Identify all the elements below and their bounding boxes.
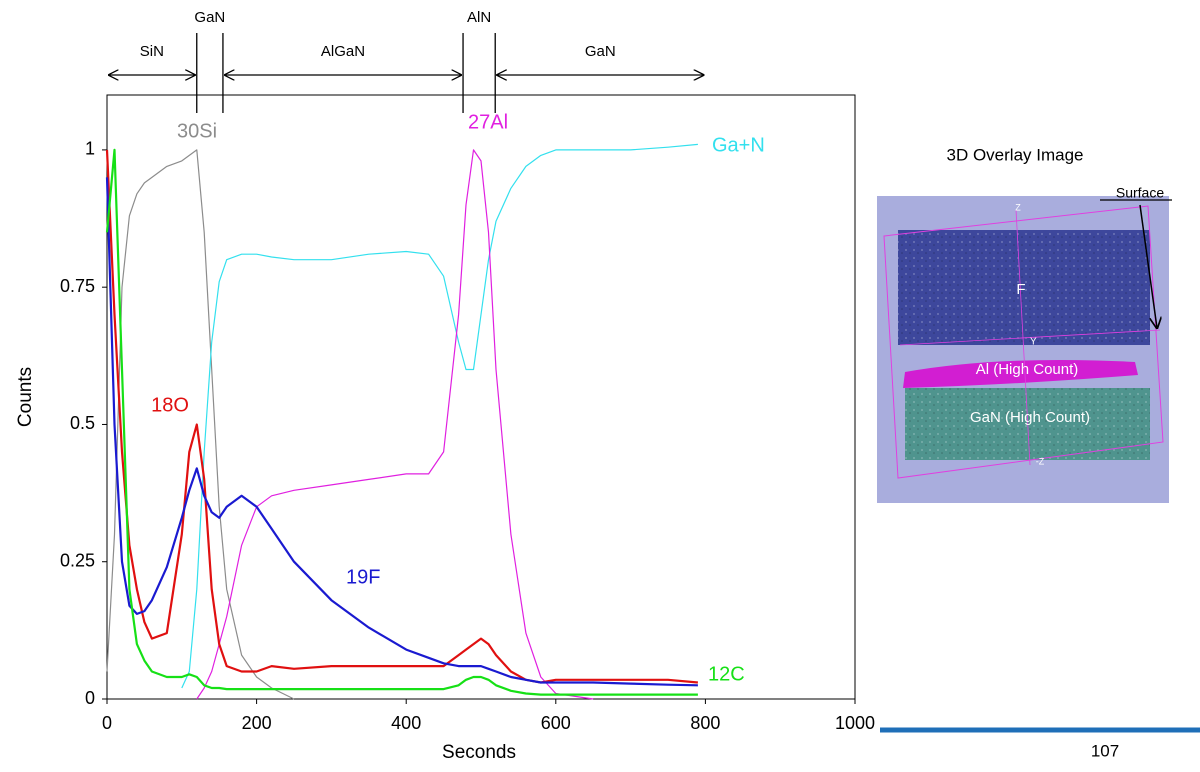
y-tick-label: 0: [85, 688, 95, 708]
series-label: 18O: [151, 394, 189, 416]
f-texture: [898, 230, 1150, 345]
y-axis-label: Counts: [15, 367, 36, 427]
gan-label: GaN (High Count): [970, 409, 1090, 426]
chart: 0 200 400 600 800 1000 0 0.25 0.5 0.75 1 Seconds Cou…: [15, 9, 875, 763]
z-label: Z: [1015, 202, 1021, 212]
page-number: 107: [1091, 741, 1119, 760]
series-line: [196, 149, 594, 700]
al-layer: [903, 359, 1138, 388]
layer-label: GaN: [194, 9, 225, 26]
z-axis: [1015, 209, 1031, 466]
al-label: Al (High Count): [976, 361, 1079, 378]
x-tick-label: 600: [541, 713, 571, 733]
surface-label: Surface: [1116, 185, 1164, 201]
y-tick-label: 1: [85, 139, 95, 159]
series-label: 30Si: [177, 120, 217, 142]
series-label: 27Al: [468, 111, 508, 133]
layer-label: SiN: [140, 43, 164, 60]
layer-label: AlGaN: [321, 43, 365, 60]
surface-arrow: [1139, 204, 1157, 328]
overlay-title: 3D Overlay Image: [947, 145, 1084, 164]
series-label: 19F: [346, 566, 380, 588]
f-label: F: [1016, 281, 1025, 298]
overlay-image: 3D Overlay Image Surface F Y Al (High Co…: [877, 145, 1172, 503]
y-tick-label: 0.5: [70, 413, 95, 433]
y-tick-label: 0.25: [60, 550, 95, 570]
bounding-box: [883, 205, 1164, 479]
series-line: [106, 149, 295, 700]
neg-z-label: -Z: [1036, 456, 1045, 466]
plot-frame: [106, 94, 856, 700]
layer-label: GaN: [585, 43, 616, 60]
x-tick-label: 200: [242, 713, 272, 733]
x-axis-label: Seconds: [442, 742, 516, 763]
layer-label: AlN: [467, 9, 491, 26]
y-axis: [899, 329, 1161, 346]
x-tick-label: 0: [102, 713, 112, 733]
series-label: 12C: [708, 663, 745, 685]
y-tick-label: 0.75: [60, 276, 95, 296]
series-line: [105, 177, 698, 687]
series-label: Ga+N: [712, 134, 765, 156]
series-line: [105, 148, 698, 696]
y-axis-label: Y: [1030, 337, 1037, 348]
x-tick-label: 800: [690, 713, 720, 733]
x-tick-label: 400: [391, 713, 421, 733]
series-line: [181, 143, 698, 689]
x-tick-label: 1000: [835, 713, 875, 733]
